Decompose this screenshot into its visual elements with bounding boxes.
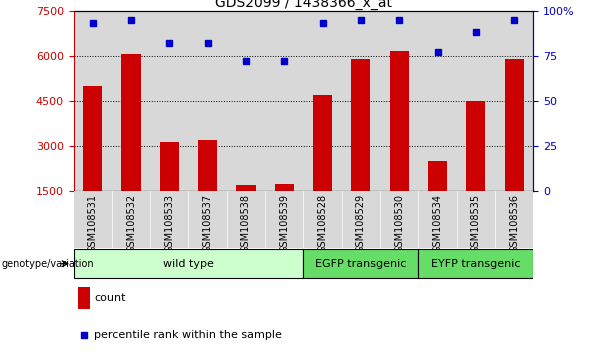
Bar <box>457 191 495 248</box>
Text: GSM108538: GSM108538 <box>241 194 251 253</box>
Bar <box>495 191 533 248</box>
Bar <box>457 11 495 191</box>
Bar <box>495 11 533 191</box>
Text: GSM108533: GSM108533 <box>164 194 174 253</box>
Bar <box>112 11 150 191</box>
Text: wild type: wild type <box>163 259 214 269</box>
Text: GSM108529: GSM108529 <box>356 194 366 253</box>
Bar <box>341 191 380 248</box>
Text: GSM108531: GSM108531 <box>88 194 97 253</box>
Bar <box>303 191 341 248</box>
Text: GSM108537: GSM108537 <box>203 194 213 253</box>
Bar <box>418 11 457 191</box>
Bar <box>303 11 341 191</box>
Bar <box>428 161 447 191</box>
Text: GSM108536: GSM108536 <box>509 194 519 253</box>
Bar <box>227 191 265 248</box>
Bar <box>112 191 150 248</box>
Bar <box>380 191 418 248</box>
Bar <box>265 11 303 191</box>
Bar <box>265 191 303 248</box>
Bar <box>466 101 485 191</box>
Text: GSM108528: GSM108528 <box>318 194 327 253</box>
Bar <box>390 51 409 191</box>
Bar <box>198 140 217 191</box>
Bar <box>504 59 524 191</box>
Bar <box>227 11 265 191</box>
Bar <box>83 86 102 191</box>
Bar <box>189 11 227 191</box>
Text: GSM108534: GSM108534 <box>433 194 443 253</box>
Text: GSM108530: GSM108530 <box>394 194 404 253</box>
Bar <box>237 185 256 191</box>
Text: EYFP transgenic: EYFP transgenic <box>431 259 520 269</box>
Bar <box>189 191 227 248</box>
Bar <box>121 54 140 191</box>
Bar <box>150 191 189 248</box>
Text: GSM108535: GSM108535 <box>471 194 481 253</box>
Text: EGFP transgenic: EGFP transgenic <box>315 259 406 269</box>
Text: count: count <box>94 293 126 303</box>
Bar <box>160 142 179 191</box>
Bar <box>275 184 294 191</box>
Text: genotype/variation: genotype/variation <box>1 259 94 269</box>
Bar <box>150 11 189 191</box>
Bar <box>74 11 112 191</box>
Title: GDS2099 / 1438366_x_at: GDS2099 / 1438366_x_at <box>215 0 392 10</box>
Bar <box>380 11 418 191</box>
FancyBboxPatch shape <box>418 249 533 278</box>
Bar <box>74 191 112 248</box>
Bar <box>78 287 89 309</box>
Bar <box>341 11 380 191</box>
Text: percentile rank within the sample: percentile rank within the sample <box>94 330 282 341</box>
Text: GSM108532: GSM108532 <box>126 194 136 253</box>
FancyBboxPatch shape <box>74 249 303 278</box>
FancyBboxPatch shape <box>303 249 418 278</box>
Bar <box>418 191 457 248</box>
Bar <box>313 95 332 191</box>
Bar <box>351 59 370 191</box>
Text: GSM108539: GSM108539 <box>280 194 289 253</box>
